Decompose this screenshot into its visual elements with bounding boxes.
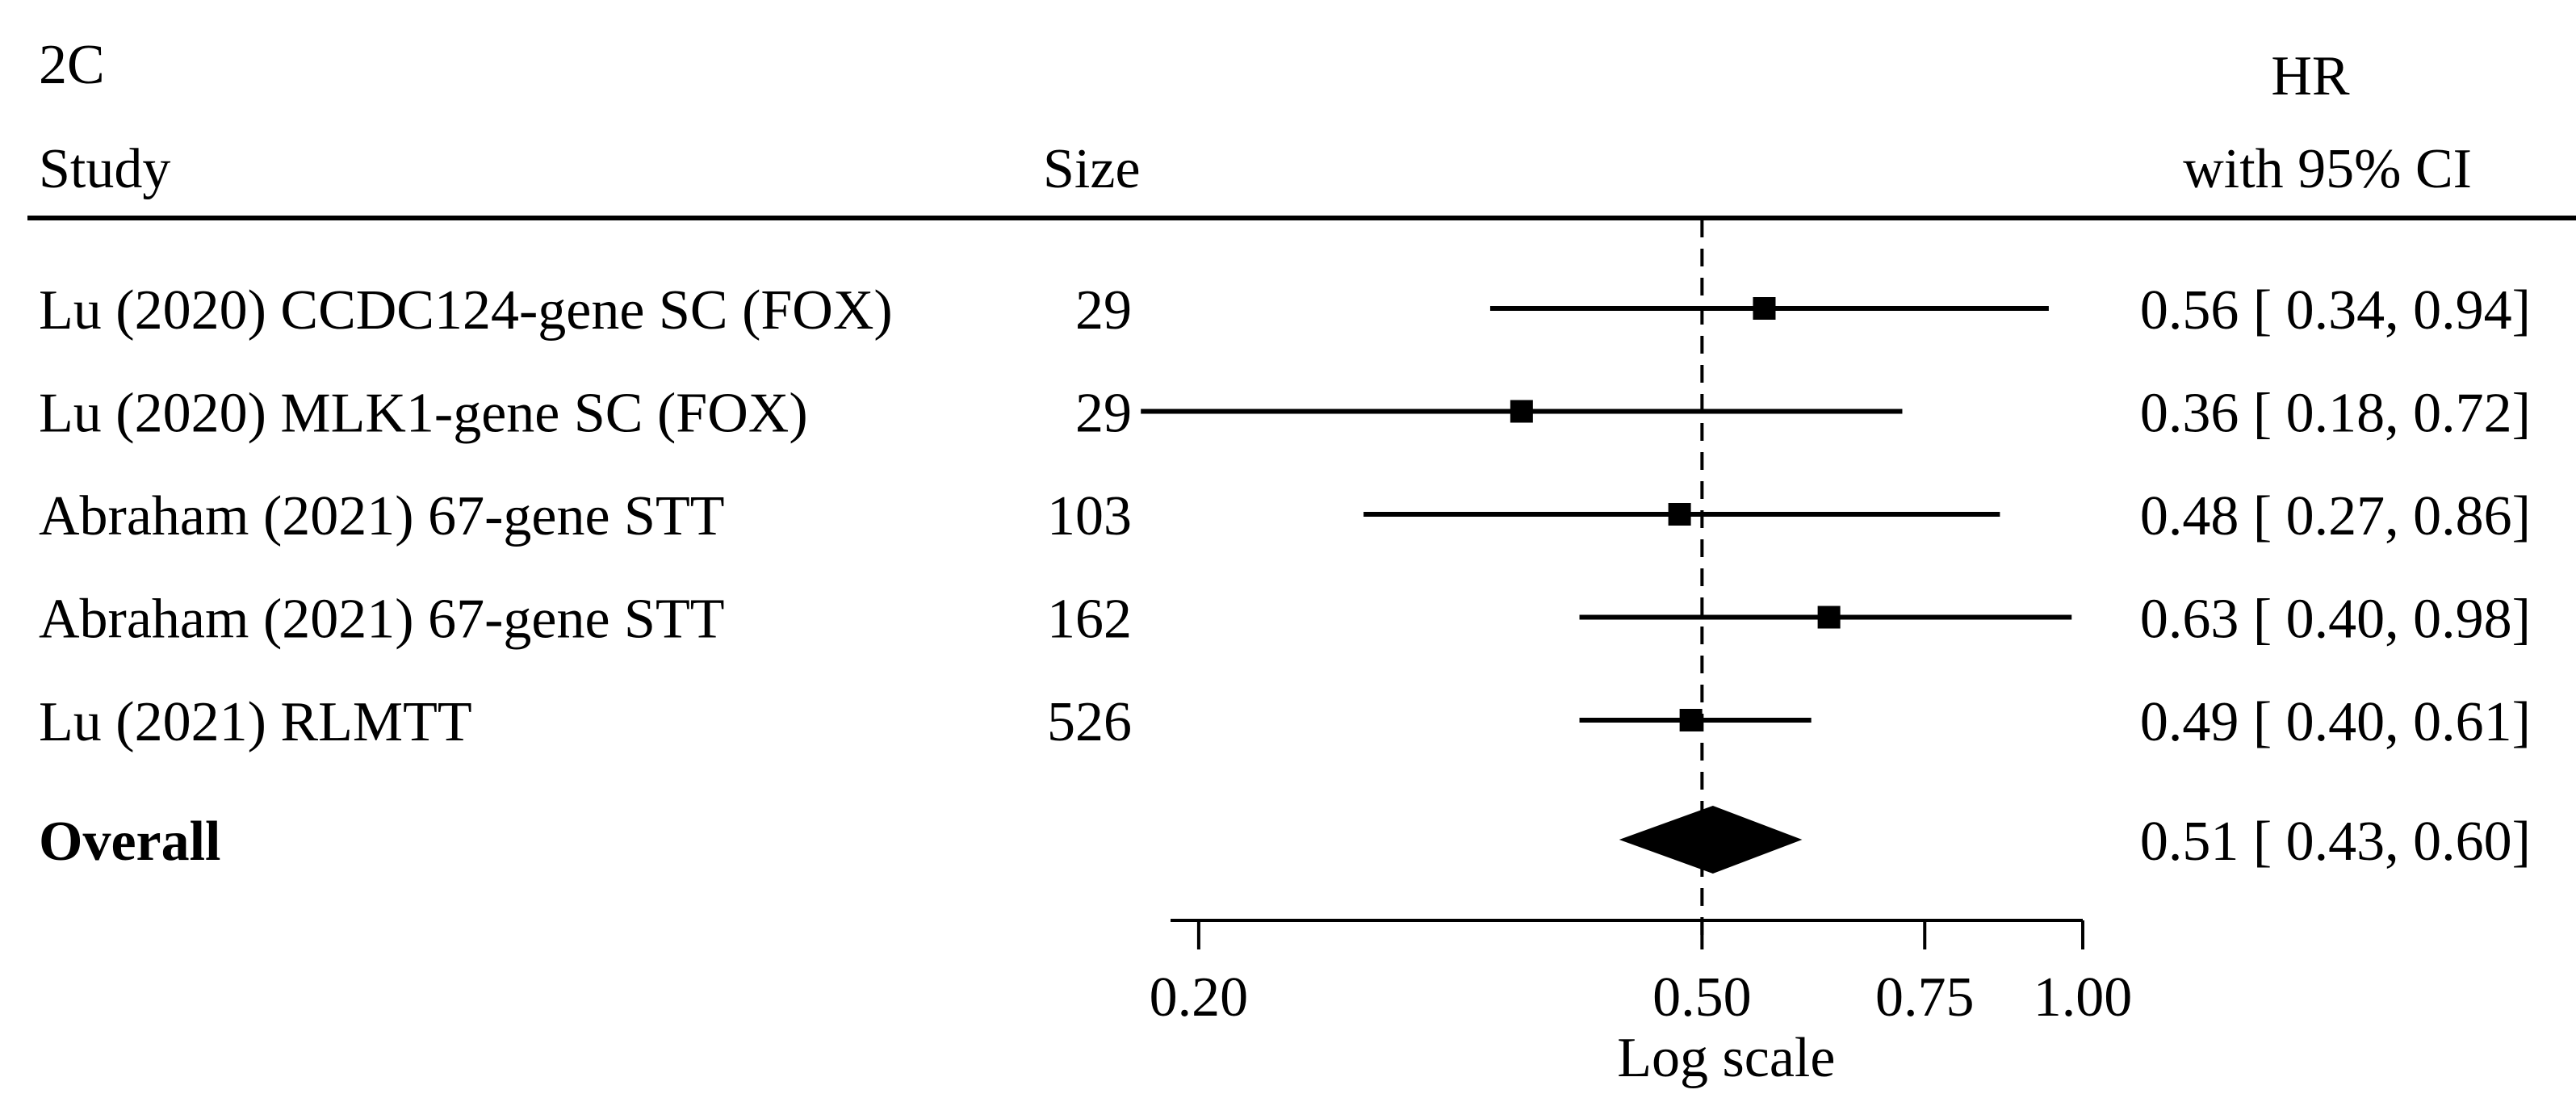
overall-label: Overall (39, 811, 220, 873)
panel-label: 2C (39, 34, 105, 96)
study-label: Lu (2020) CCDC124-gene SC (FOX) (39, 279, 893, 342)
x-tick-label: 0.50 (1652, 966, 1752, 1029)
hr-ci-text: 0.49 [ 0.40, 0.61] (2140, 691, 2531, 753)
hr-point (1668, 503, 1691, 526)
study-rows: Lu (2020) CCDC124-gene SC (FOX) 29 0.56 [ … (39, 279, 2531, 874)
study-label: Abraham (2021) 67-gene STT (39, 485, 724, 547)
hr-ci-text: 0.48 [ 0.27, 0.86] (2140, 485, 2531, 547)
study-row: Lu (2020) CCDC124-gene SC (FOX) 29 0.56 [ … (39, 279, 2531, 342)
x-tick-label: 0.20 (1150, 966, 1249, 1029)
study-label: Lu (2021) RLMTT (39, 691, 472, 753)
study-row: Lu (2021) RLMTT 526 0.49 [ 0.40, 0.61] (39, 691, 2531, 753)
study-column-header: Study (39, 138, 170, 200)
size-column-header: Size (1043, 138, 1141, 200)
study-row: Lu (2020) MLK1-gene SC (FOX) 29 0.36 [ 0.1… (39, 383, 2531, 445)
x-tick-label: 0.75 (1875, 966, 1975, 1029)
overall-row: Overall 0.51 [ 0.43, 0.60] (39, 806, 2531, 874)
hr-ci-text: 0.36 [ 0.18, 0.72] (2140, 383, 2531, 445)
x-axis-label: Log scale (1617, 1027, 1835, 1089)
hr-point (1753, 297, 1776, 320)
study-row: Abraham (2021) 67-gene STT 103 0.48 [ 0.27… (39, 485, 2531, 547)
study-row: Abraham (2021) 67-gene STT 162 0.63 [ 0.40… (39, 589, 2531, 651)
hr-ci-text: 0.56 [ 0.34, 0.94] (2140, 279, 2531, 342)
study-label: Abraham (2021) 67-gene STT (39, 589, 724, 651)
hr-ci-text: 0.63 [ 0.40, 0.98] (2140, 589, 2531, 651)
hr-point (1510, 400, 1533, 423)
study-label: Lu (2020) MLK1-gene SC (FOX) (39, 383, 808, 445)
study-size: 162 (1047, 589, 1132, 651)
hr-column-header-line1: HR (2271, 45, 2350, 107)
hr-point (1817, 606, 1841, 629)
overall-diamond (1619, 806, 1803, 874)
study-size: 526 (1047, 691, 1132, 753)
x-tick-label: 1.00 (2034, 966, 2133, 1029)
overall-hr-ci-text: 0.51 [ 0.43, 0.60] (2140, 811, 2531, 873)
study-size: 103 (1047, 485, 1132, 547)
study-size: 29 (1075, 279, 1132, 342)
x-axis-ticks: 0.20 0.50 0.75 1.00 (1150, 920, 2133, 1029)
hr-point (1679, 709, 1703, 731)
hr-column-header-line2: with 95% CI (2183, 138, 2472, 200)
study-size: 29 (1075, 383, 1132, 445)
